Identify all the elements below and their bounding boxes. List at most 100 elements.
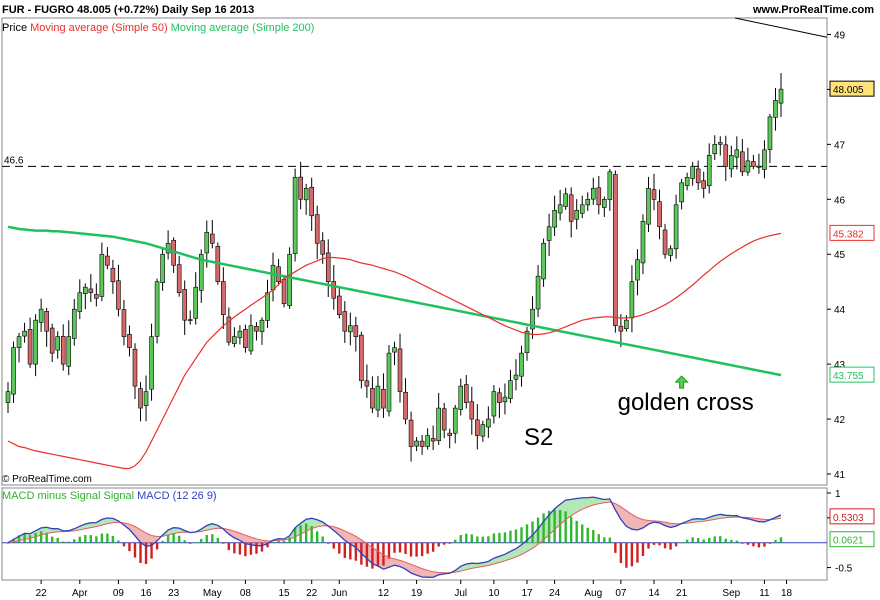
macd-signal-fill — [543, 514, 550, 540]
macd-signal-fill — [582, 497, 588, 510]
candle-down — [364, 380, 370, 387]
candle-down — [342, 311, 348, 332]
site-url[interactable]: www.ProRealTime.com — [752, 4, 874, 16]
date-tick-label: 12 — [378, 588, 390, 599]
macd-signal-fill — [30, 530, 36, 539]
candle-down — [226, 316, 232, 343]
macd-histogram-bar — [177, 535, 181, 543]
candle-up — [425, 435, 430, 447]
macd-histogram-bar — [581, 524, 584, 543]
candle-up — [265, 292, 270, 321]
candle-up — [458, 385, 464, 410]
macd-signal-fill — [411, 564, 417, 576]
macd-histogram-bar — [139, 542, 142, 564]
macd-histogram-bar — [476, 536, 479, 543]
candle-up — [292, 177, 298, 254]
macd-histogram-bar — [128, 542, 131, 552]
macd-signal-fill — [173, 527, 180, 534]
macd-histogram-bar — [719, 536, 722, 543]
candle-up — [502, 396, 508, 403]
macd-histogram-bar — [304, 523, 308, 543]
macd-histogram-bar — [371, 542, 374, 569]
macd-signal-fill — [372, 547, 378, 567]
candle-up — [712, 144, 718, 155]
macd-histogram-bar — [779, 537, 783, 543]
copyright: © ProRealTime.com — [2, 474, 92, 485]
macd-histogram-bar — [183, 540, 186, 543]
candle-down — [187, 319, 193, 321]
last-price-label: 48.005 — [833, 85, 864, 96]
candle-down — [116, 280, 121, 310]
candle-up — [143, 391, 149, 407]
candle-up — [83, 286, 88, 294]
macd-histogram-bar — [89, 535, 93, 543]
macd-histogram-bar — [293, 528, 297, 543]
candle-down — [397, 348, 403, 392]
macd-histogram-bar — [277, 539, 280, 543]
macd-histogram-bar — [338, 542, 341, 554]
macd-histogram-bar — [426, 542, 429, 554]
candle-down — [138, 388, 143, 409]
macd-histogram-bar — [498, 532, 501, 543]
candle-up — [602, 199, 607, 208]
candle-down — [49, 327, 55, 354]
macd-histogram-bar — [238, 542, 242, 555]
macd-histogram-bar — [155, 542, 159, 550]
macd-histogram-bar — [454, 539, 457, 543]
macd-histogram-bar — [564, 511, 567, 543]
macd-signal-fill — [560, 500, 566, 525]
macd-histogram-bar — [503, 532, 507, 543]
macd-signal-fill — [642, 519, 649, 528]
candle-up — [149, 336, 154, 390]
candle-up — [5, 391, 11, 403]
candle-down — [651, 189, 657, 200]
candle-down — [359, 334, 364, 381]
ma50-value-label: 45.382 — [833, 229, 864, 240]
candle-down — [618, 325, 624, 332]
candle-down — [298, 176, 303, 200]
candle-up — [646, 188, 651, 225]
macd-histogram-bar — [211, 534, 214, 543]
candle-down — [281, 278, 287, 304]
macd-histogram-bar — [12, 538, 15, 543]
macd-histogram-bar — [122, 542, 126, 547]
macd-signal-fill — [339, 528, 345, 541]
candle-up — [232, 336, 237, 344]
candle-down — [469, 401, 475, 420]
price-legend: Price Moving average (Simple 50) Moving … — [2, 22, 314, 34]
macd-histogram-bar — [420, 542, 424, 557]
macd-histogram-bar — [641, 542, 645, 557]
candle-down — [210, 233, 215, 244]
candle-down — [381, 388, 386, 409]
candle-down — [662, 229, 668, 255]
macd-histogram-bar — [691, 537, 694, 543]
candle-down — [325, 252, 331, 283]
macd-histogram-bar — [553, 509, 556, 543]
macd-histogram-bar — [774, 539, 777, 543]
candle-down — [596, 187, 602, 206]
macd-histogram-bar — [271, 541, 275, 543]
macd-histogram-bar — [735, 540, 739, 543]
macd-histogram-bar — [382, 542, 385, 566]
candle-down — [403, 391, 408, 420]
macd-signal-fill — [355, 536, 362, 554]
support-label: 46.6 — [4, 155, 24, 166]
macd-histogram-bar — [525, 524, 529, 543]
macd-histogram-bar — [514, 529, 518, 543]
candle-down — [463, 384, 469, 403]
macd-signal-fill — [306, 518, 312, 532]
macd-histogram-bar — [62, 541, 65, 543]
candle-up — [590, 188, 596, 200]
macd-signal-fill — [261, 540, 268, 546]
price-tick-label: 47 — [834, 140, 846, 151]
candle-down — [740, 151, 745, 173]
candle-down — [419, 440, 425, 447]
macd-histogram-bar — [200, 538, 203, 543]
chart-header-ticker: FUR - FUGRO 48.005 (+0.72%) Daily Sep 16… — [2, 4, 255, 16]
legend-ma200: Moving average (Simple 200) — [170, 22, 315, 34]
price-tick-label: 49 — [834, 30, 846, 41]
macd-value-label: 0.5303 — [833, 513, 864, 524]
candle-down — [94, 294, 99, 299]
histogram-value-label-box — [829, 531, 875, 548]
candle-down — [121, 309, 127, 337]
